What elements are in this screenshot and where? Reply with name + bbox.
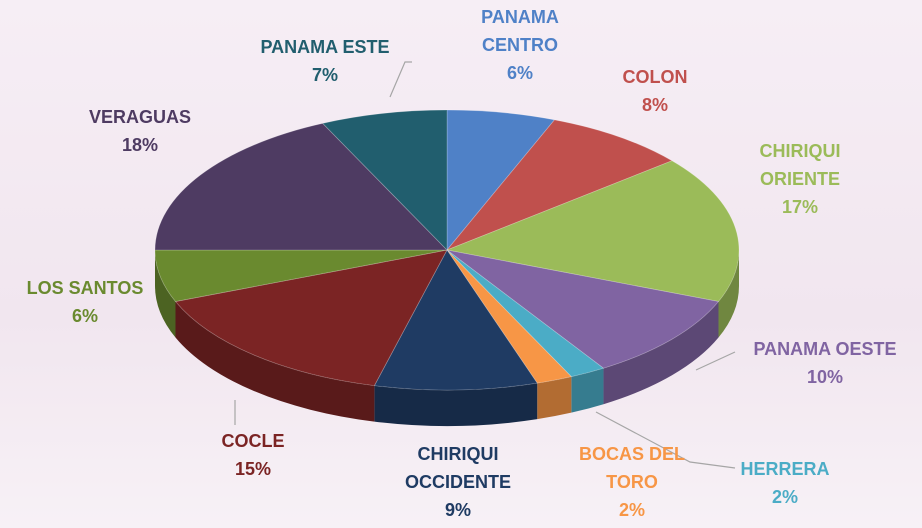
value-label: 9% xyxy=(444,500,471,520)
slice-side xyxy=(718,250,739,338)
slice xyxy=(446,249,573,384)
slice xyxy=(446,119,673,251)
slice-label: CHIRIQUI OCCIDENTE 9% xyxy=(383,440,533,524)
leader-line xyxy=(695,351,736,371)
value-label: 15% xyxy=(234,459,272,479)
slice xyxy=(446,249,605,378)
slice-label: PANAMA OESTE 10% xyxy=(725,335,922,391)
category-label: CHIRIQUI OCCIDENTE xyxy=(404,444,511,492)
category-label: VERAGUAS xyxy=(88,107,191,127)
value-label: 17% xyxy=(781,197,819,217)
slice-label: HERRERA 2% xyxy=(725,455,845,511)
slice-label: CHIRIQUI ORIENTE 17% xyxy=(745,137,855,221)
slice-side xyxy=(374,383,538,427)
slice xyxy=(154,249,448,302)
slice xyxy=(174,249,448,387)
leader-line xyxy=(595,411,736,469)
slice xyxy=(321,109,448,251)
slice xyxy=(154,122,448,251)
value-label: 8% xyxy=(641,95,668,115)
value-label: 6% xyxy=(71,306,98,326)
category-label: COCLE xyxy=(221,431,285,451)
leader-line xyxy=(389,61,412,98)
slice-label: BOCAS DEL TORO 2% xyxy=(567,440,697,524)
slice-label: COLON 8% xyxy=(600,63,710,119)
pie-tops xyxy=(154,109,740,391)
slice-label: LOS SANTOS 6% xyxy=(5,274,165,330)
slice-side xyxy=(175,301,375,422)
slice xyxy=(446,109,556,252)
slice xyxy=(446,249,720,369)
slice-label: VERAGUAS 18% xyxy=(60,103,220,159)
slice-label: PANAMA CENTRO 6% xyxy=(465,3,575,87)
slice xyxy=(445,160,740,302)
slice-side xyxy=(603,301,719,405)
category-label: BOCAS DEL TORO xyxy=(578,444,685,492)
category-label: PANAMA CENTRO xyxy=(481,7,559,55)
category-label: COLON xyxy=(622,67,688,87)
category-label: PANAMA OESTE xyxy=(753,339,897,359)
value-label: 10% xyxy=(806,367,844,387)
slice-side xyxy=(537,376,572,420)
slice-side xyxy=(571,368,604,413)
value-label: 6% xyxy=(506,63,533,83)
slice xyxy=(373,249,538,391)
slice-side xyxy=(155,250,176,338)
value-label: 2% xyxy=(618,500,645,520)
category-label: HERRERA xyxy=(740,459,830,479)
value-label: 7% xyxy=(311,65,338,85)
value-label: 2% xyxy=(771,487,798,507)
category-label: PANAMA ESTE xyxy=(260,37,390,57)
value-label: 18% xyxy=(121,135,159,155)
slice-label: PANAMA ESTE 7% xyxy=(235,33,415,89)
category-label: LOS SANTOS xyxy=(26,278,144,298)
category-label: CHIRIQUI ORIENTE xyxy=(759,141,841,189)
pie-sides xyxy=(155,250,739,427)
slice-label: COCLE 15% xyxy=(193,427,313,483)
